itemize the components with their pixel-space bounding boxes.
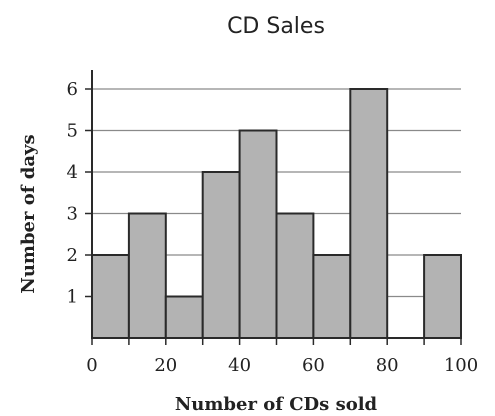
histogram-bar	[349, 88, 389, 339]
x-tick-label: 100	[444, 355, 478, 376]
x-tick-label: 60	[302, 355, 325, 376]
x-tick-label: 0	[86, 355, 97, 376]
histogram-bar	[275, 212, 315, 339]
x-tick-label: 20	[154, 355, 177, 376]
x-axis-label: Number of CDs sold	[175, 394, 378, 415]
histogram-bar	[423, 254, 463, 339]
y-tick-label: 1	[67, 287, 78, 308]
histogram-bar	[127, 212, 167, 339]
histogram-bar	[91, 254, 130, 339]
y-tick-label: 6	[67, 79, 78, 100]
x-tick-label: 80	[376, 355, 399, 376]
y-axis-label: Number of days	[18, 134, 39, 293]
y-tick-label: 4	[67, 162, 78, 183]
y-tick-label: 3	[67, 204, 78, 225]
histogram-bar	[238, 129, 278, 339]
chart-title: CD Sales	[227, 14, 325, 39]
histogram-bar	[201, 171, 241, 339]
histogram-bar	[312, 254, 352, 339]
histogram-bar	[164, 295, 204, 339]
bars	[91, 88, 463, 339]
y-tick-label: 5	[67, 121, 78, 142]
y-tick-label: 2	[67, 245, 78, 266]
x-tick-label: 40	[228, 355, 251, 376]
